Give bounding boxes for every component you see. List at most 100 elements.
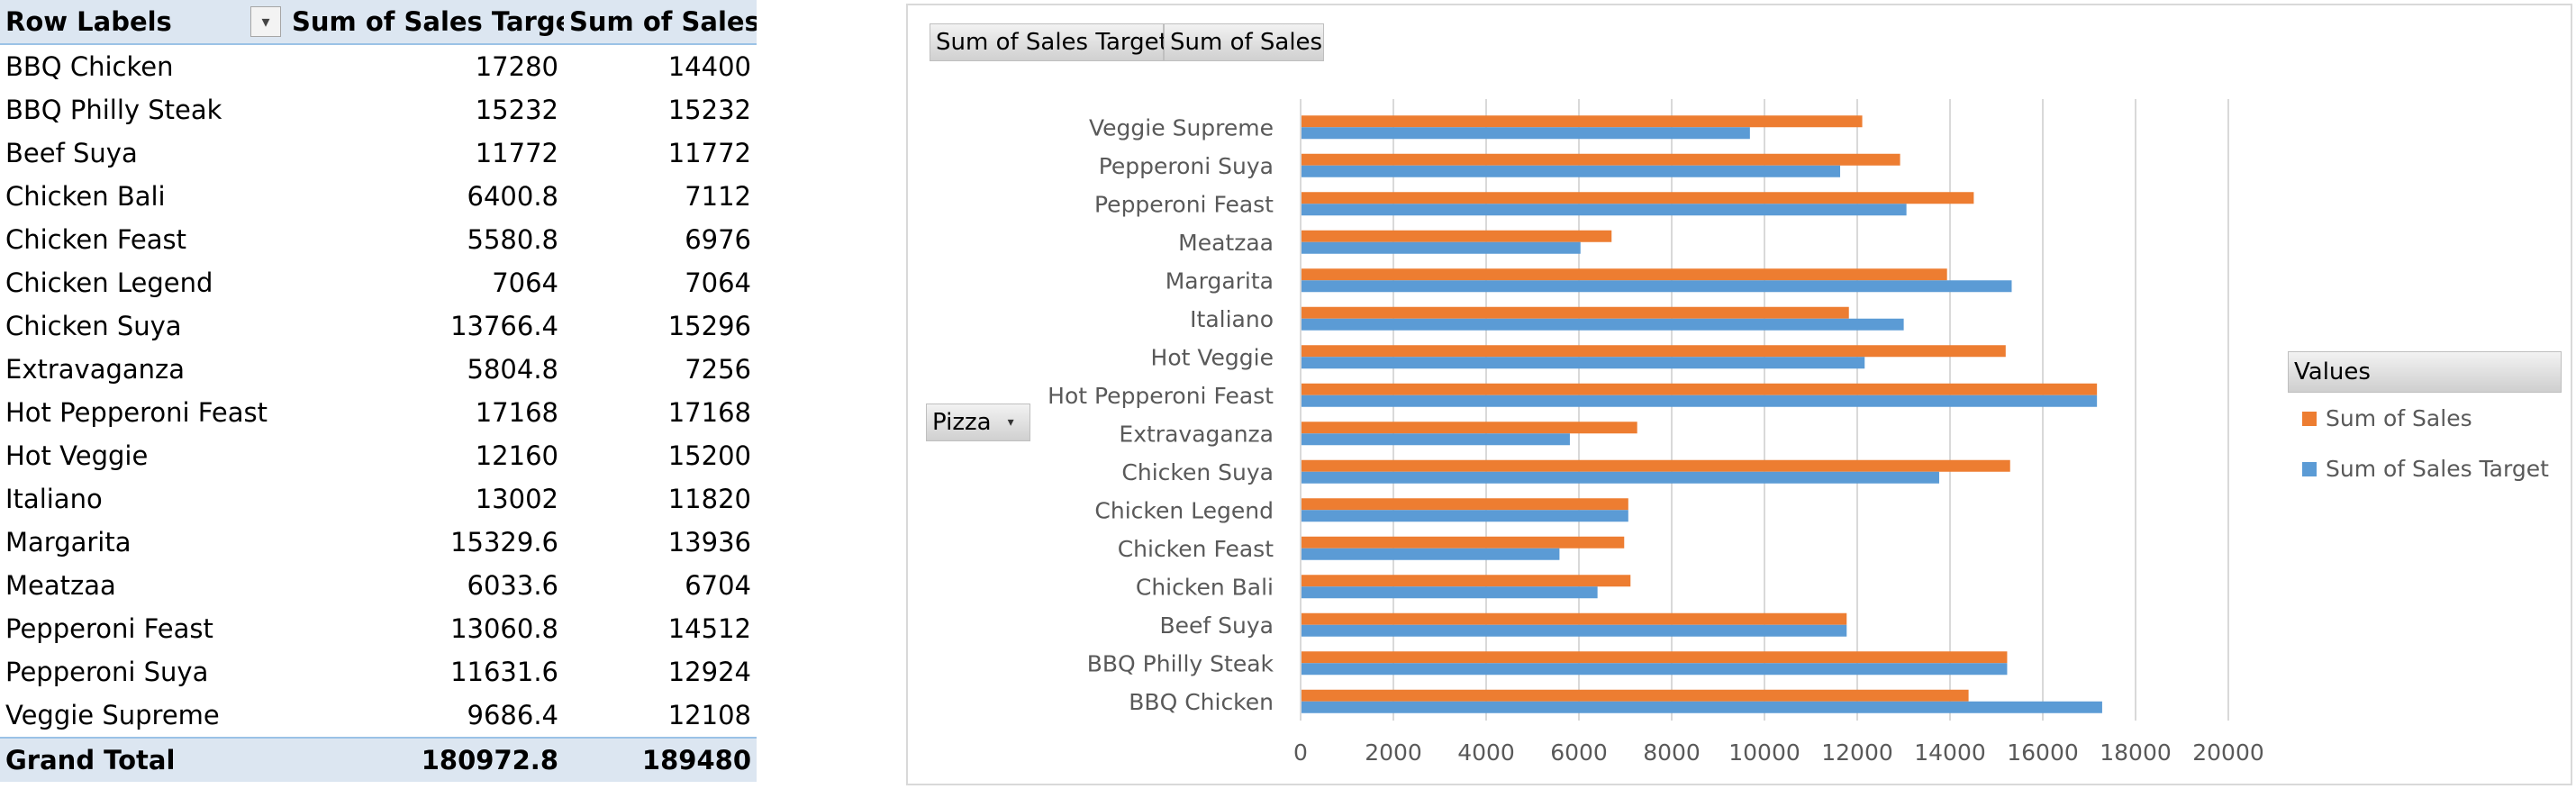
x-tick-label: 18000 — [2100, 739, 2172, 766]
pivot-chart[interactable]: Sum of Sales Target Sum of Sales Pizza ▾… — [906, 4, 2572, 785]
bar-sales — [1301, 153, 1900, 166]
row-sales: 12924 — [667, 657, 751, 687]
row-target: 9686.4 — [467, 700, 558, 730]
axis-field-button-pizza[interactable]: Pizza ▾ — [926, 404, 1030, 441]
row-target: 15232 — [475, 95, 558, 125]
sales-target-header[interactable]: Sum of Sales Target — [286, 0, 564, 45]
category-label: Chicken Feast — [1118, 536, 1274, 562]
bar-sales — [1301, 306, 1849, 319]
row-label: Chicken Bali — [5, 181, 166, 212]
legend-label-sales: Sum of Sales — [2326, 405, 2472, 431]
bar-sales-target — [1301, 701, 2102, 713]
category-label: Pepperoni Feast — [1094, 191, 1274, 217]
bar-sales — [1301, 115, 1863, 128]
bar-sales-target — [1301, 394, 2098, 407]
dropdown-arrow-icon: ▾ — [261, 12, 270, 32]
row-target: 12160 — [475, 440, 558, 471]
sales-header[interactable]: Sum of Sales — [564, 0, 757, 45]
row-sales: 7112 — [685, 181, 751, 212]
bar-sales-target — [1301, 357, 1865, 369]
row-label: Extravaganza — [5, 354, 186, 385]
row-label: Meatzaa — [5, 570, 116, 601]
table-row: BBQ Chicken 17280 14400 — [0, 44, 757, 88]
grand-total-label: Grand Total — [0, 737, 286, 782]
row-sales: 14400 — [667, 51, 751, 82]
row-target: 13002 — [475, 484, 558, 514]
category-label: Beef Suya — [1160, 612, 1274, 639]
row-label: Chicken Suya — [5, 311, 182, 341]
bar-sales — [1301, 383, 2098, 395]
table-row: Hot Veggie 12160 15200 — [0, 434, 757, 477]
table-row: Italiano 13002 11820 — [0, 477, 757, 521]
x-tick-label: 6000 — [1550, 739, 1608, 766]
value-field-button-sales[interactable]: Sum of Sales — [1164, 23, 1324, 61]
category-label: Meatzaa — [1178, 230, 1274, 256]
row-label: Margarita — [5, 527, 132, 558]
category-label: Margarita — [1166, 268, 1274, 294]
grand-total-row: Grand Total 180972.8 189480 — [0, 737, 757, 782]
row-target: 17168 — [475, 397, 558, 428]
row-labels-filter-button[interactable]: ▾ — [250, 6, 281, 37]
x-tick-label: 14000 — [1914, 739, 1986, 766]
x-tick-label: 20000 — [2192, 739, 2264, 766]
legend-swatch-sales-target — [2302, 461, 2317, 476]
category-label: Chicken Suya — [1121, 459, 1274, 485]
row-target: 6033.6 — [467, 570, 558, 601]
x-tick-label: 0 — [1293, 739, 1308, 766]
table-row: BBQ Philly Steak 15232 15232 — [0, 88, 757, 132]
bar-sales — [1301, 192, 1974, 204]
row-sales: 17168 — [667, 397, 751, 428]
x-tick-label: 2000 — [1365, 739, 1422, 766]
bar-sales-target — [1301, 510, 1628, 522]
row-label: BBQ Philly Steak — [5, 95, 222, 125]
legend-title[interactable]: Values — [2288, 351, 2562, 393]
row-label: Chicken Legend — [5, 268, 213, 298]
row-sales: 6976 — [685, 224, 751, 255]
row-label: Veggie Supreme — [5, 700, 220, 730]
x-tick-label: 10000 — [1728, 739, 1800, 766]
table-row: Pepperoni Feast 13060.8 14512 — [0, 607, 757, 650]
row-label: Hot Veggie — [5, 440, 149, 471]
bar-sales-target — [1301, 624, 1847, 637]
bar-sales — [1301, 575, 1631, 587]
row-label: Pepperoni Feast — [5, 613, 213, 644]
table-row: Pepperoni Suya 11631.6 12924 — [0, 650, 757, 694]
x-tick-label: 4000 — [1457, 739, 1515, 766]
bar-sales — [1301, 612, 1847, 625]
legend-item-sales-target[interactable]: Sum of Sales Target — [2302, 456, 2549, 482]
row-target: 5804.8 — [467, 354, 558, 385]
legend-label-sales-target: Sum of Sales Target — [2326, 456, 2549, 482]
row-label: Italiano — [5, 484, 103, 514]
row-sales: 15232 — [667, 95, 751, 125]
table-row: Margarita 15329.6 13936 — [0, 521, 757, 564]
row-sales: 15296 — [667, 311, 751, 341]
table-row: Meatzaa 6033.6 6704 — [0, 564, 757, 607]
row-target: 6400.8 — [467, 181, 558, 212]
row-target: 11631.6 — [450, 657, 558, 687]
bar-sales-target — [1301, 127, 1750, 140]
row-sales: 13936 — [667, 527, 751, 558]
x-tick-label: 12000 — [1821, 739, 1893, 766]
pivot-table: Row Labels ▾ Sum of Sales Target Sum of … — [0, 0, 757, 782]
row-labels-header[interactable]: Row Labels ▾ — [0, 0, 286, 45]
legend-item-sales[interactable]: Sum of Sales — [2302, 405, 2472, 431]
bar-sales-target — [1301, 586, 1598, 599]
bar-sales-target — [1301, 318, 1904, 331]
bar-sales — [1301, 345, 2006, 358]
value-field-button-sales-target[interactable]: Sum of Sales Target — [930, 23, 1168, 61]
pivot-header-row: Row Labels ▾ Sum of Sales Target Sum of … — [0, 0, 757, 45]
row-sales: 11772 — [667, 138, 751, 168]
category-label: BBQ Philly Steak — [1087, 650, 1274, 676]
category-label: Hot Veggie — [1151, 344, 1274, 370]
row-sales: 15200 — [667, 440, 751, 471]
row-target: 13766.4 — [450, 311, 558, 341]
bar-sales-target — [1301, 433, 1570, 446]
category-label: Chicken Bali — [1136, 574, 1274, 600]
table-row: Extravaganza 5804.8 7256 — [0, 348, 757, 391]
row-target: 11772 — [475, 138, 558, 168]
bar-sales-target — [1301, 241, 1581, 254]
bar-sales — [1301, 230, 1612, 242]
grand-total-target: 180972.8 — [286, 737, 564, 782]
bar-sales-target — [1301, 471, 1939, 484]
row-target: 13060.8 — [450, 613, 558, 644]
